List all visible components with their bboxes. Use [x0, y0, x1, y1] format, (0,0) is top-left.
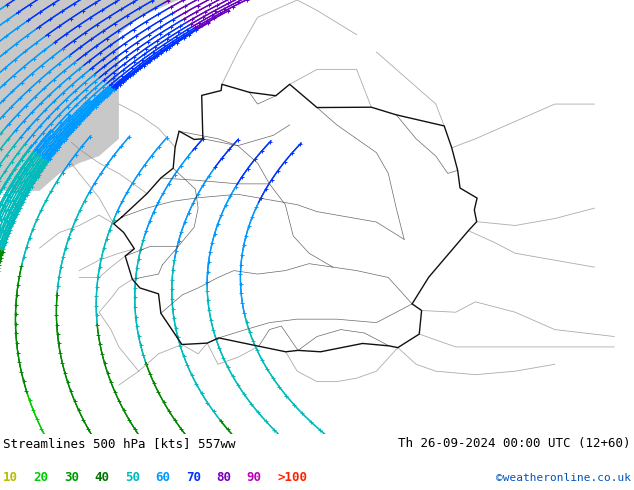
Text: 70: 70: [186, 471, 201, 484]
Text: 10: 10: [3, 471, 18, 484]
Text: 80: 80: [216, 471, 231, 484]
Text: 20: 20: [34, 471, 49, 484]
Text: Th 26-09-2024 00:00 UTC (12+60): Th 26-09-2024 00:00 UTC (12+60): [398, 437, 631, 450]
Text: ©weatheronline.co.uk: ©weatheronline.co.uk: [496, 473, 631, 483]
Text: 60: 60: [155, 471, 171, 484]
Text: Streamlines 500 hPa [kts] 557ww: Streamlines 500 hPa [kts] 557ww: [3, 437, 236, 450]
Text: 30: 30: [64, 471, 79, 484]
Text: 90: 90: [247, 471, 262, 484]
Text: >100: >100: [277, 471, 307, 484]
Text: 50: 50: [125, 471, 140, 484]
Text: 40: 40: [94, 471, 110, 484]
